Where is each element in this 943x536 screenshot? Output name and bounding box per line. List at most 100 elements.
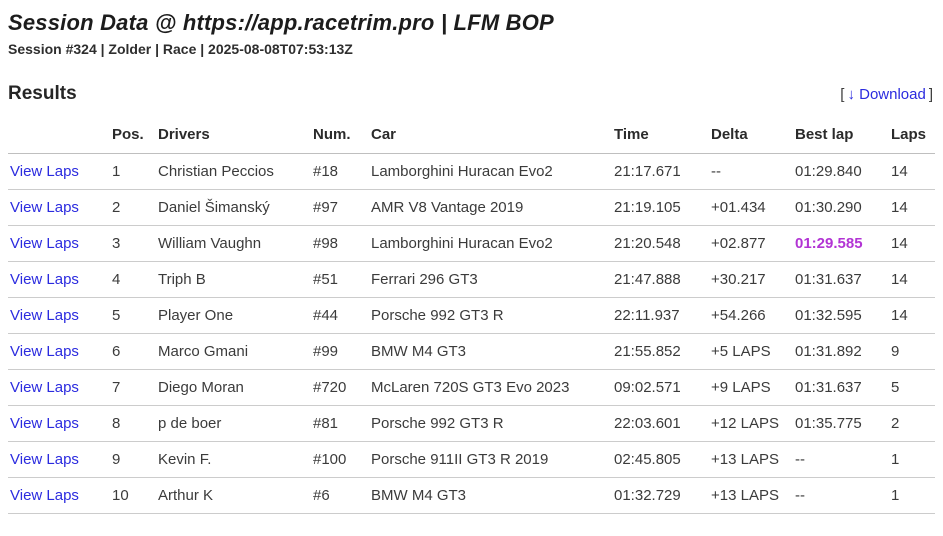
cell-delta: +12 LAPS [709,405,793,443]
cell-num: #6 [311,477,369,515]
cell-pos: 7 [110,369,156,407]
col-header-pos: Pos. [110,126,156,155]
cell-car: BMW M4 GT3 [369,333,612,371]
table-row: View Laps 6 Marco Gmani #99 BMW M4 GT3 2… [8,333,935,371]
cell-num: #51 [311,261,369,299]
cell-time: 21:20.548 [612,225,709,263]
cell-pos: 10 [110,477,156,515]
view-laps-link[interactable]: View Laps [10,487,79,505]
cell-num: #98 [311,225,369,263]
cell-car: Porsche 911II GT3 R 2019 [369,441,612,479]
view-laps-link[interactable]: View Laps [10,451,79,469]
cell-driver: p de boer [156,405,311,443]
col-header-time: Time [612,126,709,155]
cell-delta: +13 LAPS [709,477,793,515]
cell-laps: 14 [889,297,935,335]
view-laps-link[interactable]: View Laps [10,415,79,433]
col-header-best-lap: Best lap [793,126,889,155]
cell-driver: Diego Moran [156,369,311,407]
cell-laps: 2 [889,405,935,443]
cell-best-lap: 01:31.637 [793,369,889,407]
cell-delta: +54.266 [709,297,793,335]
view-laps-link[interactable]: View Laps [10,163,79,181]
cell-num: #18 [311,153,369,191]
col-header-view-laps [8,126,110,155]
cell-driver: William Vaughn [156,225,311,263]
cell-laps: 5 [889,369,935,407]
cell-num: #97 [311,189,369,227]
table-row: View Laps 7 Diego Moran #720 McLaren 720… [8,369,935,407]
cell-time: 21:47.888 [612,261,709,299]
cell-time: 21:55.852 [612,333,709,371]
cell-num: #81 [311,405,369,443]
cell-laps: 9 [889,333,935,371]
cell-pos: 2 [110,189,156,227]
table-row: View Laps 8 p de boer #81 Porsche 992 GT… [8,405,935,443]
cell-laps: 14 [889,153,935,191]
cell-delta: +5 LAPS [709,333,793,371]
session-info-subtitle: Session #324 | Zolder | Race | 2025-08-0… [8,41,353,58]
cell-best-lap: -- [793,441,889,479]
download-link-label: Download [859,86,926,104]
cell-time: 22:03.601 [612,405,709,443]
cell-num: #720 [311,369,369,407]
cell-time: 22:11.937 [612,297,709,335]
cell-pos: 8 [110,405,156,443]
cell-driver: Arthur K [156,477,311,515]
cell-best-lap: 01:31.892 [793,333,889,371]
cell-car: McLaren 720S GT3 Evo 2023 [369,369,612,407]
view-laps-link[interactable]: View Laps [10,307,79,325]
table-row: View Laps 2 Daniel Šimanský #97 AMR V8 V… [8,189,935,227]
cell-delta: +02.877 [709,225,793,263]
cell-car: BMW M4 GT3 [369,477,612,515]
cell-driver: Daniel Šimanský [156,189,311,227]
download-bracket-open: [ [840,86,845,104]
cell-car: Ferrari 296 GT3 [369,261,612,299]
cell-car: Porsche 992 GT3 R [369,405,612,443]
cell-driver: Triph B [156,261,311,299]
cell-best-lap: 01:29.840 [793,153,889,191]
cell-delta: +30.217 [709,261,793,299]
cell-time: 09:02.571 [612,369,709,407]
download-arrow-icon: ↓ [847,86,855,104]
cell-car: Lamborghini Huracan Evo2 [369,153,612,191]
view-laps-link[interactable]: View Laps [10,343,79,361]
view-laps-link[interactable]: View Laps [10,199,79,217]
view-laps-link[interactable]: View Laps [10,235,79,253]
cell-delta: -- [709,153,793,191]
col-header-delta: Delta [709,126,793,155]
cell-driver: Marco Gmani [156,333,311,371]
col-header-car: Car [369,126,612,155]
cell-delta: +01.434 [709,189,793,227]
page-title: Session Data @ https://app.racetrim.pro … [8,10,554,35]
cell-best-lap: 01:32.595 [793,297,889,335]
cell-pos: 1 [110,153,156,191]
view-laps-link[interactable]: View Laps [10,379,79,397]
cell-car: Porsche 992 GT3 R [369,297,612,335]
cell-time: 01:32.729 [612,477,709,515]
cell-car: Lamborghini Huracan Evo2 [369,225,612,263]
cell-delta: +13 LAPS [709,441,793,479]
download-link[interactable]: ↓ Download [847,86,925,103]
table-row: View Laps 3 William Vaughn #98 Lamborghi… [8,225,935,263]
cell-best-lap: 01:35.775 [793,405,889,443]
results-heading: Results [8,83,77,105]
cell-laps: 14 [889,261,935,299]
table-row: View Laps 9 Kevin F. #100 Porsche 911II … [8,441,935,479]
cell-num: #99 [311,333,369,371]
cell-time: 02:45.805 [612,441,709,479]
table-row: View Laps 5 Player One #44 Porsche 992 G… [8,297,935,335]
cell-time: 21:17.671 [612,153,709,191]
table-row: View Laps 4 Triph B #51 Ferrari 296 GT3 … [8,261,935,299]
cell-car: AMR V8 Vantage 2019 [369,189,612,227]
cell-best-lap: -- [793,477,889,515]
cell-pos: 3 [110,225,156,263]
col-header-drivers: Drivers [156,126,311,155]
cell-best-lap: 01:29.585 [793,225,889,263]
table-row: View Laps 10 Arthur K #6 BMW M4 GT3 01:3… [8,477,935,515]
view-laps-link[interactable]: View Laps [10,271,79,289]
col-header-num: Num. [311,126,369,155]
results-bar: Results [↓ Download] [8,83,935,105]
download-bracket-close: ] [928,86,933,104]
